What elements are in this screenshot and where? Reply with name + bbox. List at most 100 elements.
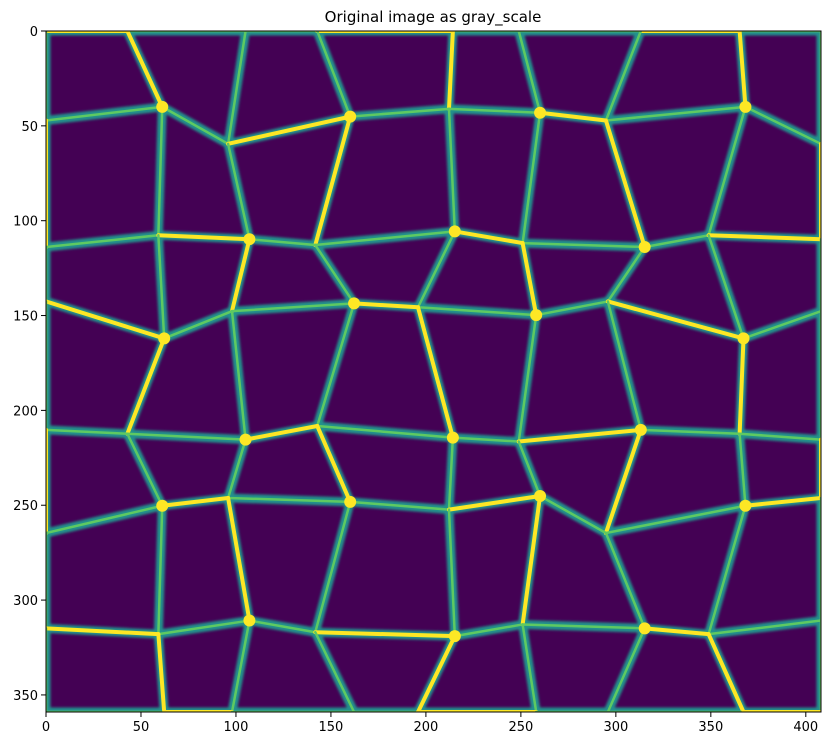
cell-boundary bbox=[46, 299, 167, 341]
cell-boundary bbox=[538, 110, 608, 123]
cell-boundary bbox=[314, 500, 352, 634]
cell-boundary bbox=[230, 302, 356, 313]
cell-boundary bbox=[604, 531, 646, 630]
x-tick-label: 250 bbox=[508, 720, 533, 735]
junction-blob bbox=[638, 240, 651, 253]
cell-boundary bbox=[738, 432, 747, 508]
cell-boundary bbox=[157, 504, 164, 636]
cell-boundary bbox=[313, 114, 353, 248]
y-tick-label: 100 bbox=[13, 215, 38, 230]
junction-blob bbox=[739, 499, 752, 512]
cell-boundary bbox=[521, 241, 646, 249]
cell-boundary bbox=[248, 237, 317, 247]
cell-boundary bbox=[606, 627, 646, 712]
cell-boundary bbox=[226, 438, 247, 500]
cell-boundary bbox=[604, 105, 747, 122]
cell-boundary bbox=[707, 619, 821, 636]
cell-boundary bbox=[416, 306, 538, 317]
cell-boundary bbox=[738, 432, 821, 441]
junction-blob bbox=[534, 490, 547, 503]
y-tick-label: 50 bbox=[21, 120, 38, 135]
cell-boundary bbox=[416, 634, 457, 712]
cell-boundary bbox=[226, 496, 352, 504]
junction-blob bbox=[737, 332, 750, 345]
boundary-lines bbox=[46, 31, 821, 712]
cell-boundary bbox=[157, 234, 166, 340]
cell-boundary bbox=[517, 31, 542, 114]
cell-boundary bbox=[230, 237, 252, 314]
cell-boundary bbox=[534, 300, 610, 317]
junction-blob bbox=[156, 100, 169, 113]
cell-boundary bbox=[517, 313, 538, 443]
x-tick-label: 300 bbox=[603, 720, 628, 735]
junction-blob bbox=[634, 423, 647, 436]
junction-blob bbox=[156, 499, 169, 512]
cell-boundary bbox=[603, 118, 647, 249]
y-tick-label: 0 bbox=[30, 25, 38, 40]
x-tick-label: 100 bbox=[224, 720, 249, 735]
cell-boundary bbox=[520, 241, 539, 318]
x-tick-label: 400 bbox=[793, 720, 818, 735]
cell-boundary bbox=[226, 114, 353, 146]
cell-boundary bbox=[744, 105, 821, 146]
cell-boundary bbox=[447, 31, 455, 111]
x-tick-label: 150 bbox=[319, 720, 344, 735]
plot-frame bbox=[45, 30, 822, 713]
cell-boundary bbox=[314, 630, 356, 712]
cell-boundary bbox=[161, 105, 230, 146]
cell-boundary bbox=[46, 504, 164, 535]
junction-blob bbox=[239, 433, 252, 446]
cell-boundary bbox=[126, 432, 247, 441]
cell-boundary bbox=[226, 495, 252, 623]
cell-boundary bbox=[643, 234, 710, 249]
cell-boundary bbox=[46, 234, 160, 249]
y-tick-label: 350 bbox=[13, 689, 38, 704]
heatmap-image bbox=[46, 31, 821, 712]
cell-boundary bbox=[248, 619, 317, 634]
junction-blob bbox=[739, 100, 752, 113]
junction-blob bbox=[243, 614, 256, 627]
cell-boundary bbox=[451, 436, 520, 443]
cell-boundary bbox=[46, 428, 129, 436]
cell-boundary bbox=[639, 428, 741, 436]
cell-boundary bbox=[230, 309, 247, 441]
cell-boundary bbox=[313, 630, 457, 639]
y-tick-label: 300 bbox=[13, 594, 38, 609]
y-axis: 0 50 100 150 200 250 300 350 bbox=[13, 25, 46, 704]
junction-blob bbox=[638, 622, 651, 635]
cell-boundary bbox=[606, 300, 643, 432]
cell-boundary bbox=[314, 243, 356, 305]
cell-boundary bbox=[737, 336, 746, 436]
cell-boundary bbox=[157, 105, 164, 237]
cell-boundary bbox=[316, 31, 352, 118]
cell-boundary bbox=[243, 423, 320, 442]
cell-boundary bbox=[416, 230, 457, 309]
cell-boundary bbox=[348, 500, 451, 511]
cell-boundary bbox=[125, 31, 165, 109]
y-tick-label: 200 bbox=[13, 404, 38, 419]
cell-boundary bbox=[162, 309, 234, 340]
x-tick-label: 0 bbox=[42, 720, 50, 735]
cell-boundary bbox=[156, 632, 167, 712]
cell-boundary bbox=[642, 626, 711, 637]
cell-boundary bbox=[706, 632, 746, 712]
cell-boundary bbox=[521, 623, 646, 630]
cell-boundary bbox=[706, 233, 821, 242]
cell-boundary bbox=[447, 508, 457, 638]
x-tick-label: 350 bbox=[698, 720, 723, 735]
cell-boundary bbox=[316, 302, 356, 428]
junction-blob bbox=[534, 106, 547, 119]
cell-boundary bbox=[230, 619, 251, 712]
cell-boundary bbox=[743, 495, 821, 508]
cell-boundary bbox=[46, 105, 164, 122]
cell-boundary bbox=[348, 107, 451, 118]
cell-boundary bbox=[516, 427, 643, 444]
cell-boundary bbox=[604, 31, 643, 122]
cell-boundary bbox=[538, 494, 608, 535]
cell-boundary bbox=[46, 626, 161, 637]
junction-blob bbox=[448, 225, 461, 238]
junction-blob bbox=[243, 233, 256, 246]
cell-boundary bbox=[314, 230, 457, 247]
cell-boundary bbox=[226, 31, 247, 146]
